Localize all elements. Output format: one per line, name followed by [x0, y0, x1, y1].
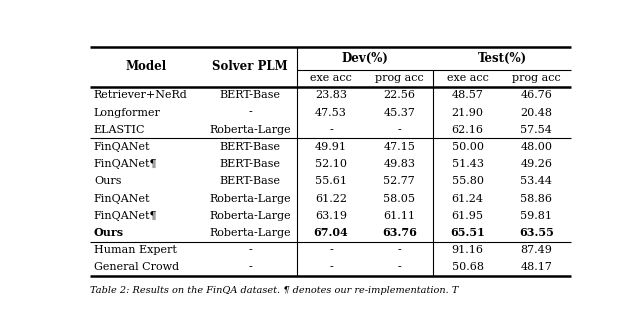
Text: BERT-Base: BERT-Base — [220, 90, 280, 100]
Text: -: - — [248, 108, 252, 117]
Text: 49.26: 49.26 — [520, 159, 552, 169]
Text: 22.56: 22.56 — [383, 90, 415, 100]
Text: 57.54: 57.54 — [520, 125, 552, 135]
Text: 61.22: 61.22 — [315, 193, 347, 204]
Text: Model: Model — [126, 60, 167, 74]
Text: Longformer: Longformer — [94, 108, 161, 117]
Text: 52.77: 52.77 — [383, 176, 415, 186]
Text: 50.68: 50.68 — [452, 262, 484, 272]
Text: 61.95: 61.95 — [452, 211, 484, 221]
Text: -: - — [397, 125, 401, 135]
Text: 48.00: 48.00 — [520, 142, 552, 152]
Text: exe acc: exe acc — [310, 73, 352, 83]
Text: 62.16: 62.16 — [452, 125, 484, 135]
Text: Solver PLM: Solver PLM — [212, 60, 288, 74]
Text: Roberta-Large: Roberta-Large — [209, 125, 291, 135]
Text: FinQANet: FinQANet — [94, 142, 150, 152]
Text: General Crowd: General Crowd — [94, 262, 179, 272]
Text: exe acc: exe acc — [447, 73, 488, 83]
Text: 47.15: 47.15 — [383, 142, 415, 152]
Text: BERT-Base: BERT-Base — [220, 176, 280, 186]
Text: prog acc: prog acc — [512, 73, 561, 83]
Text: Human Expert: Human Expert — [94, 245, 177, 255]
Text: 91.16: 91.16 — [452, 245, 484, 255]
Text: Ours: Ours — [94, 176, 122, 186]
Text: 49.91: 49.91 — [315, 142, 347, 152]
Text: BERT-Base: BERT-Base — [220, 142, 280, 152]
Text: -: - — [248, 262, 252, 272]
Text: 55.61: 55.61 — [315, 176, 347, 186]
Text: 59.81: 59.81 — [520, 211, 552, 221]
Text: Roberta-Large: Roberta-Large — [209, 193, 291, 204]
Text: 67.04: 67.04 — [314, 227, 348, 239]
Text: 48.57: 48.57 — [452, 90, 484, 100]
Text: BERT-Base: BERT-Base — [220, 159, 280, 169]
Text: 47.53: 47.53 — [315, 108, 347, 117]
Text: 52.10: 52.10 — [315, 159, 347, 169]
Text: 51.43: 51.43 — [452, 159, 484, 169]
Text: 61.11: 61.11 — [383, 211, 415, 221]
Text: Test(%): Test(%) — [477, 52, 527, 65]
Text: ELASTIC: ELASTIC — [94, 125, 145, 135]
Text: FinQANet: FinQANet — [94, 193, 150, 204]
Text: 50.00: 50.00 — [452, 142, 484, 152]
Text: -: - — [329, 262, 333, 272]
Text: 23.83: 23.83 — [315, 90, 347, 100]
Text: 48.17: 48.17 — [520, 262, 552, 272]
Text: -: - — [397, 262, 401, 272]
Text: 53.44: 53.44 — [520, 176, 552, 186]
Text: 61.24: 61.24 — [452, 193, 484, 204]
Text: Retriever+NeRd: Retriever+NeRd — [94, 90, 188, 100]
Text: 87.49: 87.49 — [520, 245, 552, 255]
Text: Roberta-Large: Roberta-Large — [209, 228, 291, 238]
Text: 63.55: 63.55 — [519, 227, 554, 239]
Text: -: - — [248, 245, 252, 255]
Text: FinQANet¶: FinQANet¶ — [94, 159, 157, 169]
Text: FinQANet¶: FinQANet¶ — [94, 211, 157, 221]
Text: -: - — [329, 125, 333, 135]
Text: prog acc: prog acc — [375, 73, 424, 83]
Text: 63.76: 63.76 — [382, 227, 417, 239]
Text: 46.76: 46.76 — [520, 90, 552, 100]
Text: Roberta-Large: Roberta-Large — [209, 211, 291, 221]
Text: 21.90: 21.90 — [452, 108, 484, 117]
Text: 49.83: 49.83 — [383, 159, 415, 169]
Text: 63.19: 63.19 — [315, 211, 347, 221]
Text: Dev(%): Dev(%) — [342, 52, 388, 65]
Text: 58.86: 58.86 — [520, 193, 552, 204]
Text: 20.48: 20.48 — [520, 108, 552, 117]
Text: 55.80: 55.80 — [452, 176, 484, 186]
Text: 65.51: 65.51 — [450, 227, 485, 239]
Text: 58.05: 58.05 — [383, 193, 415, 204]
Text: Ours: Ours — [94, 227, 124, 239]
Text: -: - — [397, 245, 401, 255]
Text: 45.37: 45.37 — [383, 108, 415, 117]
Text: Table 2: Results on the FinQA dataset. ¶ denotes our re-implementation. T: Table 2: Results on the FinQA dataset. ¶… — [90, 286, 458, 295]
Text: -: - — [329, 245, 333, 255]
